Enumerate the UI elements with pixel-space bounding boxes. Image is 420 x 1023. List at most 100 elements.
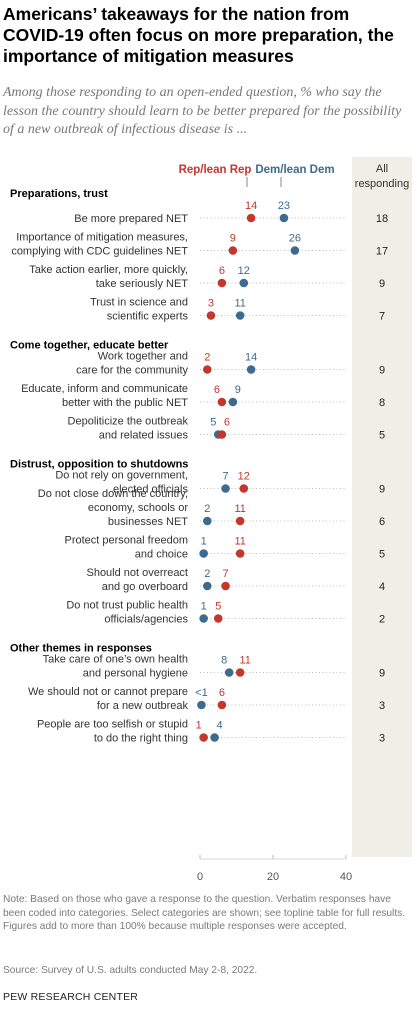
- dem-value-label: 23: [278, 200, 290, 212]
- rep-dot: [217, 278, 227, 288]
- row-label: care for the community: [76, 365, 188, 377]
- dem-dot: [246, 365, 256, 374]
- dem-value-label: 1: [201, 601, 207, 613]
- rep-dot: [217, 700, 227, 710]
- row-label: Take care of one’s own health: [43, 654, 188, 666]
- all-responding-value: 3: [379, 700, 385, 712]
- dem-dot: [224, 668, 234, 677]
- row-label: Do not close down the country,: [38, 488, 188, 500]
- dem-value-label: 4: [217, 720, 223, 732]
- row-label: elected officials: [113, 484, 189, 496]
- row-label: Take action earlier, more quickly,: [29, 264, 188, 276]
- dem-value-label: 2: [204, 568, 210, 580]
- row-label: to do the right thing: [94, 733, 188, 745]
- rep-value-label: 14: [245, 200, 257, 212]
- dem-dot: [239, 278, 249, 288]
- row-label: and personal hygiene: [83, 668, 188, 680]
- dem-value-label: 11: [234, 298, 245, 310]
- organization-name: PEW RESEARCH CENTER: [3, 991, 139, 1003]
- rep-value-label: 6: [219, 687, 225, 699]
- row-label: and go overboard: [102, 581, 188, 593]
- rep-value-label: 12: [238, 471, 250, 483]
- group-heading: Other themes in responses: [10, 643, 152, 655]
- row-label: Should not overreact: [86, 567, 188, 579]
- group-heading: Preparations, trust: [10, 188, 108, 200]
- dem-value-label: 1: [201, 536, 207, 548]
- chart-source: Source: Survey of U.S. adults conducted …: [3, 965, 258, 976]
- rep-value-label: 2: [204, 352, 210, 364]
- all-responding-value: 3: [379, 733, 385, 745]
- dem-value-label: <1: [195, 687, 208, 699]
- rep-value-label: 11: [234, 536, 245, 548]
- chart-title: Americans’ takeaways for the nation from…: [3, 4, 394, 66]
- rep-dot: [213, 614, 223, 623]
- rep-value-label: 1: [196, 720, 202, 732]
- rep-dot: [228, 246, 238, 255]
- row-label: Educate, inform and communicate: [21, 383, 188, 395]
- row-label: take seriously NET: [96, 278, 189, 290]
- all-responding-value: 7: [379, 311, 385, 323]
- dem-value-label: 9: [235, 384, 241, 396]
- row-label: Do not rely on government,: [55, 470, 188, 482]
- row-label: for a new outbreak: [97, 700, 189, 712]
- dem-dot: [228, 397, 238, 407]
- x-tick-label: 0: [197, 871, 203, 883]
- rep-dot: [239, 484, 249, 493]
- group-heading: Distrust, opposition to shutdowns: [10, 459, 188, 471]
- legend-dem: Dem/lean Dem: [255, 164, 334, 176]
- rep-value-label: 6: [214, 384, 220, 396]
- all-responding-value: 5: [379, 430, 385, 442]
- rep-dot: [246, 213, 256, 223]
- x-tick-label: 20: [267, 871, 279, 883]
- row-label: Do not trust public health: [66, 600, 188, 612]
- all-responding-value: 9: [379, 278, 385, 290]
- dem-value-label: 8: [221, 655, 227, 667]
- dem-dot: [199, 614, 208, 623]
- rep-dot: [203, 365, 212, 374]
- row-label: economy, schools or: [88, 502, 188, 514]
- all-responding-value: 18: [376, 213, 388, 225]
- legend-all-line2: responding: [355, 178, 409, 190]
- dem-dot: [203, 516, 212, 526]
- all-responding-value: 9: [379, 668, 385, 680]
- row-label: People are too selfish or stupid: [37, 719, 188, 731]
- all-responding-column: [352, 157, 412, 857]
- dem-value-label: 12: [238, 265, 250, 277]
- rep-value-label: 7: [222, 568, 228, 580]
- rep-dot: [217, 397, 227, 407]
- legend-rep: Rep/lean Rep: [179, 164, 252, 176]
- dem-dot: [235, 311, 245, 320]
- row-label: Be more prepared NET: [74, 213, 188, 225]
- rep-value-label: 6: [219, 265, 225, 277]
- all-responding-value: 5: [379, 549, 385, 561]
- rep-dot: [206, 311, 216, 320]
- x-tick-label: 40: [340, 871, 352, 883]
- all-responding-value: 4: [379, 581, 385, 593]
- all-responding-value: 17: [376, 246, 388, 258]
- row-label: We should not or cannot prepare: [28, 686, 188, 698]
- dem-value-label: 5: [210, 417, 216, 429]
- row-label: and choice: [135, 549, 188, 561]
- dem-dot: [199, 549, 208, 558]
- chart-note: Note: Based on those who gave a response…: [3, 894, 406, 932]
- dem-dot: [290, 246, 300, 255]
- all-responding-value: 2: [379, 614, 385, 626]
- row-label: complying with CDC guidelines NET: [11, 246, 188, 258]
- row-label: scientific experts: [107, 311, 189, 323]
- rep-dot: [235, 549, 245, 558]
- row-label: better with the public NET: [62, 397, 188, 409]
- dem-dot: [197, 700, 206, 710]
- dem-dot: [203, 581, 212, 591]
- rep-dot: [235, 668, 245, 677]
- rep-dot: [199, 733, 208, 742]
- dem-value-label: 2: [204, 503, 210, 515]
- rep-dot: [235, 516, 245, 526]
- row-label: businesses NET: [108, 516, 188, 528]
- dem-dot: [210, 733, 219, 742]
- legend-all-line1: All: [376, 163, 388, 175]
- rep-value-label: 6: [224, 417, 230, 429]
- all-responding-value: 8: [379, 397, 385, 409]
- rep-value-label: 11: [234, 503, 245, 515]
